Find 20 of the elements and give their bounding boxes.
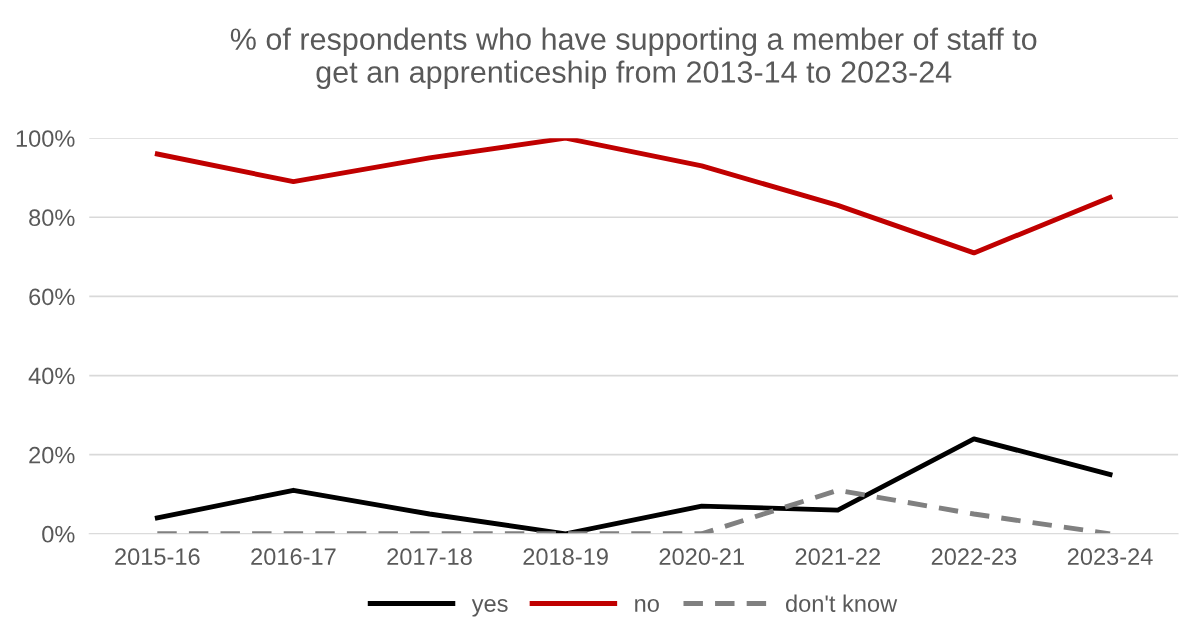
x-tick-label: 2022-23: [931, 548, 1017, 566]
x-tick-label: 2020-21: [659, 548, 744, 566]
legend-label: no: [635, 599, 659, 612]
y-tick-label: 20%: [29, 446, 75, 464]
y-tick-label: 60%: [29, 288, 75, 306]
x-tick-label: 2016-17: [251, 548, 336, 566]
legend-label: yes: [471, 599, 508, 617]
y-tick-label: 80%: [29, 209, 75, 227]
line-series: [154, 436, 1113, 534]
line-series: [154, 138, 1113, 256]
x-tick-label: 2018-19: [523, 548, 608, 566]
x-tick-label: 2017-18: [387, 548, 472, 566]
y-tick-label: 40%: [28, 367, 75, 385]
y-tick-label: 100%: [16, 130, 75, 147]
x-tick-label: 2015-16: [115, 548, 200, 566]
y-tick-label: 0%: [42, 525, 75, 543]
x-tick-label: 2021-22: [795, 548, 880, 566]
chart-title: % of respondents who have supporting a member of staff to get an apprenticeship from 2013-14 to 2023-24: [230, 27, 1037, 89]
x-tick-label: 2023-24: [1067, 548, 1153, 566]
legend-label: don't know: [786, 594, 898, 612]
